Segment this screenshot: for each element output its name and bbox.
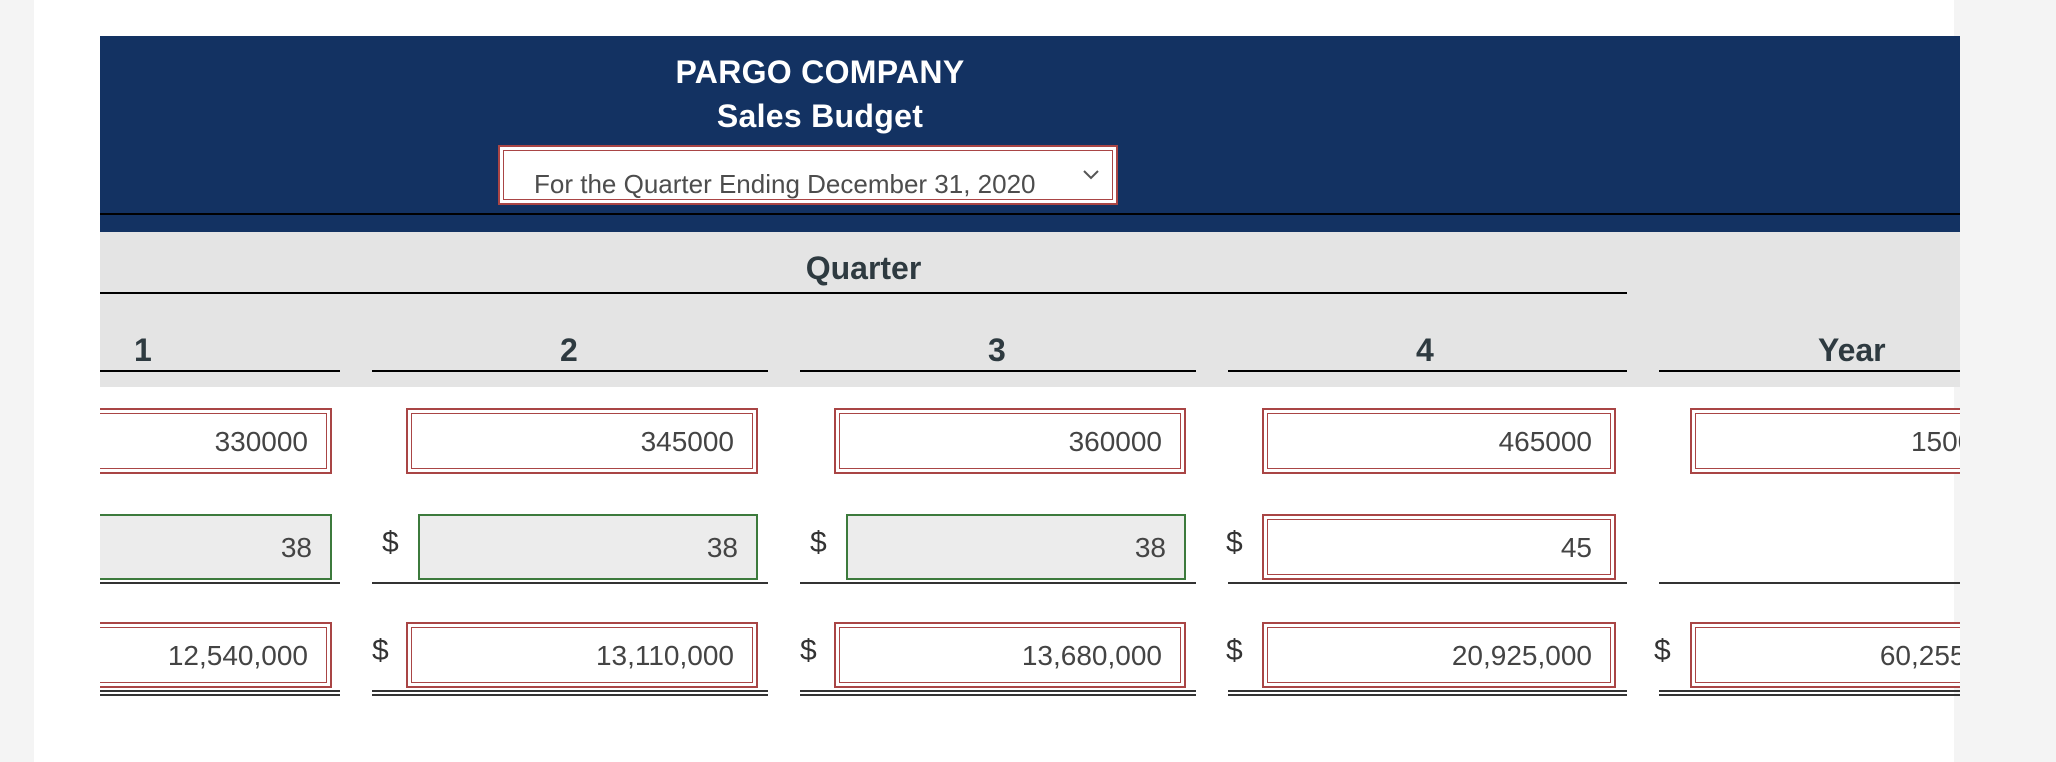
column-rule-q1 <box>100 370 340 372</box>
total-double-rule <box>1659 690 1960 696</box>
total-double-rule <box>100 690 340 696</box>
currency-symbol: $ <box>382 526 399 559</box>
sales-total-q2[interactable]: 13,110,000 <box>406 622 758 688</box>
row-rule <box>1228 582 1627 584</box>
column-header-q2: 2 <box>560 332 578 368</box>
report-title: Sales Budget <box>716 98 924 134</box>
row-rule <box>1659 582 1960 584</box>
sales-total-q4[interactable]: 20,925,000 <box>1262 622 1616 688</box>
currency-symbol: $ <box>810 526 827 559</box>
worksheet: PARGO COMPANY Sales Budget For the Quart… <box>34 0 1960 762</box>
price-input-q2[interactable]: 38 <box>418 514 758 580</box>
period-dropdown-value: For the Quarter Ending December 31, 2020 <box>534 169 1036 199</box>
column-header-band <box>100 232 1960 387</box>
period-dropdown[interactable]: For the Quarter Ending December 31, 2020 <box>498 145 1118 205</box>
sales-total-q1[interactable]: 12,540,000 <box>100 622 332 688</box>
row-rule <box>372 582 768 584</box>
price-input-q1[interactable]: 38 <box>100 514 332 580</box>
column-header-q3: 3 <box>988 332 1006 368</box>
chevron-down-icon <box>1083 170 1099 180</box>
units-input-q2[interactable]: 345000 <box>406 408 758 474</box>
total-double-rule <box>800 690 1196 696</box>
units-input-q4[interactable]: 465000 <box>1262 408 1616 474</box>
column-rule-q4 <box>1228 370 1627 372</box>
total-double-rule <box>1228 690 1627 696</box>
currency-symbol: $ <box>1654 634 1671 667</box>
column-header-q1: 1 <box>134 332 152 368</box>
units-input-q1[interactable]: 330000 <box>100 408 332 474</box>
row-rule <box>800 582 1196 584</box>
total-double-rule <box>372 690 768 696</box>
company-name: PARGO COMPANY <box>675 54 965 90</box>
currency-symbol: $ <box>1226 526 1243 559</box>
quarter-group-rule <box>100 292 1627 294</box>
column-header-year: Year <box>1818 332 1886 368</box>
header-divider <box>100 213 1960 215</box>
budget-table-viewport: PARGO COMPANY Sales Budget For the Quart… <box>100 36 1960 736</box>
sales-total-year[interactable]: 60,255,000 <box>1690 622 1960 688</box>
quarter-group-label: Quarter <box>805 250 922 286</box>
price-input-q3[interactable]: 38 <box>846 514 1186 580</box>
units-input-year[interactable]: 1500000 <box>1690 408 1960 474</box>
sales-total-q3[interactable]: 13,680,000 <box>834 622 1186 688</box>
column-rule-q2 <box>372 370 768 372</box>
column-rule-q3 <box>800 370 1196 372</box>
column-header-q4: 4 <box>1416 332 1434 368</box>
units-input-q3[interactable]: 360000 <box>834 408 1186 474</box>
price-input-q4[interactable]: 45 <box>1262 514 1616 580</box>
currency-symbol: $ <box>372 634 389 667</box>
currency-symbol: $ <box>1226 634 1243 667</box>
row-rule <box>100 582 340 584</box>
column-rule-year <box>1659 370 1960 372</box>
currency-symbol: $ <box>800 634 817 667</box>
